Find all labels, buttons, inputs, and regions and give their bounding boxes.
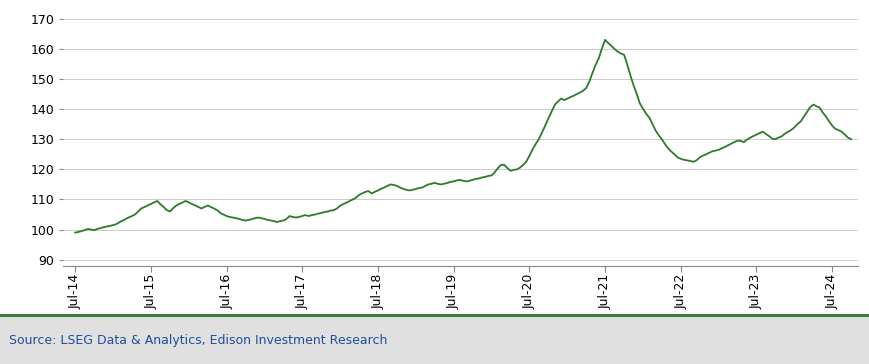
Text: Source: LSEG Data & Analytics, Edison Investment Research: Source: LSEG Data & Analytics, Edison In… [9,334,387,347]
